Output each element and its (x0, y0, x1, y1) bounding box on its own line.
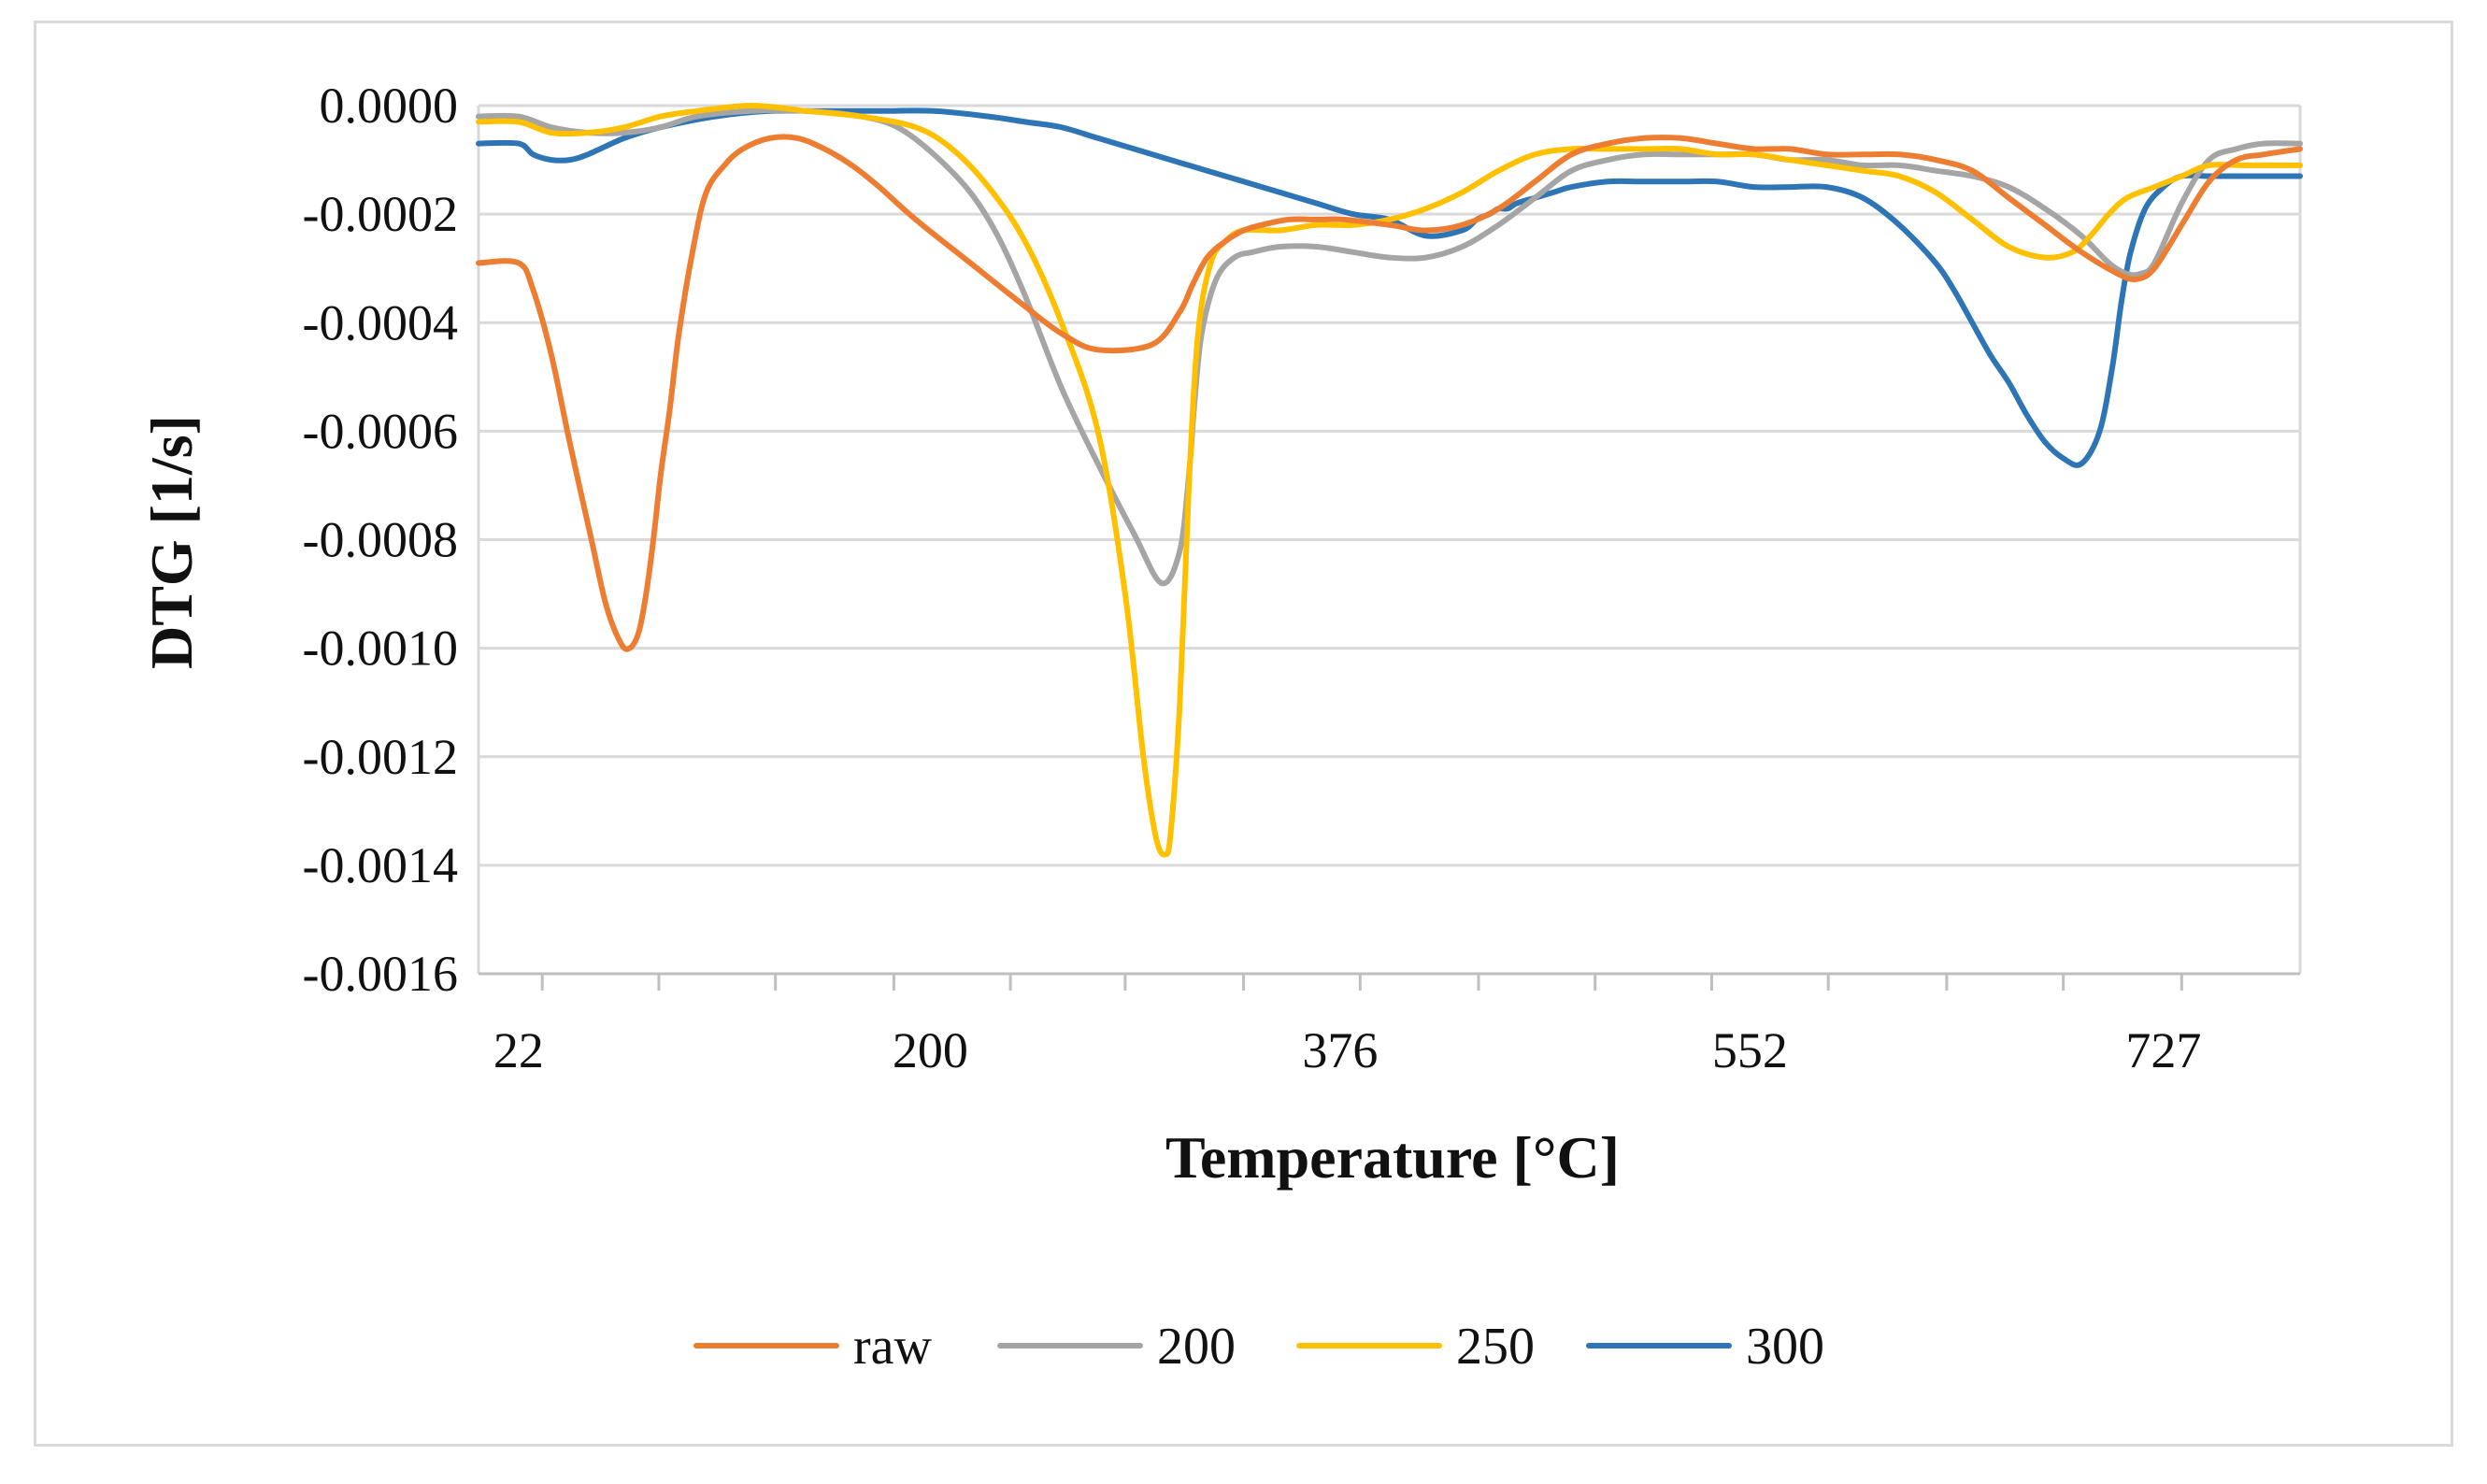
y-tick-label: -0.0014 (303, 837, 458, 893)
y-tick-label: -0.0010 (303, 621, 458, 677)
x-axis-title: Temperature [°C] (1165, 1124, 1620, 1191)
legend-label-raw: raw (853, 1318, 933, 1376)
x-tick-label: 200 (893, 1022, 968, 1078)
series-line-raw (476, 134, 2303, 652)
y-tick-label: -0.0002 (303, 186, 458, 242)
y-tick-label: -0.0006 (303, 403, 458, 459)
legend-label-200: 200 (1157, 1318, 1236, 1376)
y-tick-label: 0.0000 (320, 78, 459, 134)
y-axis-title: DTG [1/s] (138, 415, 205, 669)
series-line-200 (476, 107, 2303, 587)
legend: raw 200 250 300 (693, 1318, 1824, 1376)
series-line-250 (476, 103, 2303, 858)
x-tick-label: 552 (1712, 1022, 1788, 1078)
x-tick-label: 22 (493, 1022, 544, 1078)
x-axis: 22 200 376 552 727 (477, 106, 2302, 1078)
legend-label-300: 300 (1746, 1318, 1824, 1376)
x-tick-label: 727 (2125, 1022, 2201, 1078)
y-tick-label: -0.0016 (303, 946, 458, 1002)
legend-label-250: 250 (1456, 1318, 1535, 1376)
series-line-300 (476, 107, 2303, 468)
series-lines (476, 103, 2303, 858)
x-tick-label: 376 (1302, 1022, 1378, 1078)
y-tick-label: -0.0012 (303, 729, 458, 785)
y-tick-label: -0.0004 (303, 294, 458, 350)
y-tick-label: -0.0008 (303, 512, 458, 568)
y-axis-ticks: 0.0000 -0.0002 -0.0004 -0.0006 -0.0008 -0.001… (303, 78, 458, 1002)
